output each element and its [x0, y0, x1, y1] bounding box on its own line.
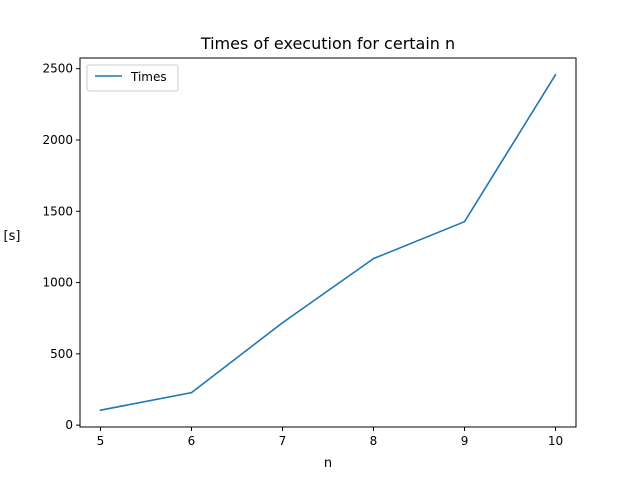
y-tick-label: 1500: [42, 204, 73, 218]
data-point: [190, 391, 193, 394]
y-tick-label: 1000: [42, 276, 73, 290]
x-axis-ticks: 5 6 7 8 9 10: [97, 427, 563, 448]
x-tick-label: 9: [461, 434, 469, 448]
y-tick-label: 0: [65, 418, 73, 432]
legend-frame: [86, 64, 179, 92]
legend-label-times: Times: [130, 70, 167, 84]
x-tick-label: 8: [370, 434, 378, 448]
data-point: [554, 73, 557, 76]
x-tick-label: 7: [279, 434, 287, 448]
chart-title: Times of execution for certain n: [200, 34, 455, 53]
data-point: [281, 321, 284, 324]
series-layer: [99, 73, 557, 411]
x-tick-label: 5: [97, 434, 105, 448]
series-line-times: [100, 74, 557, 411]
data-point: [372, 257, 375, 260]
x-tick-label: 6: [188, 434, 196, 448]
y-axis-label: [s]: [4, 229, 21, 244]
y-axis-ticks: 0 500 1000 1500 2000 2500: [42, 62, 80, 432]
y-tick-label: 500: [50, 347, 73, 361]
x-axis-label: n: [324, 456, 332, 471]
data-point: [463, 220, 466, 223]
x-tick-label: 10: [548, 434, 563, 448]
plot-area-frame: [79, 57, 577, 428]
legend: Times: [86, 64, 179, 92]
data-point: [99, 409, 102, 411]
y-tick-label: 2000: [42, 133, 73, 147]
y-tick-label: 2500: [42, 62, 73, 76]
